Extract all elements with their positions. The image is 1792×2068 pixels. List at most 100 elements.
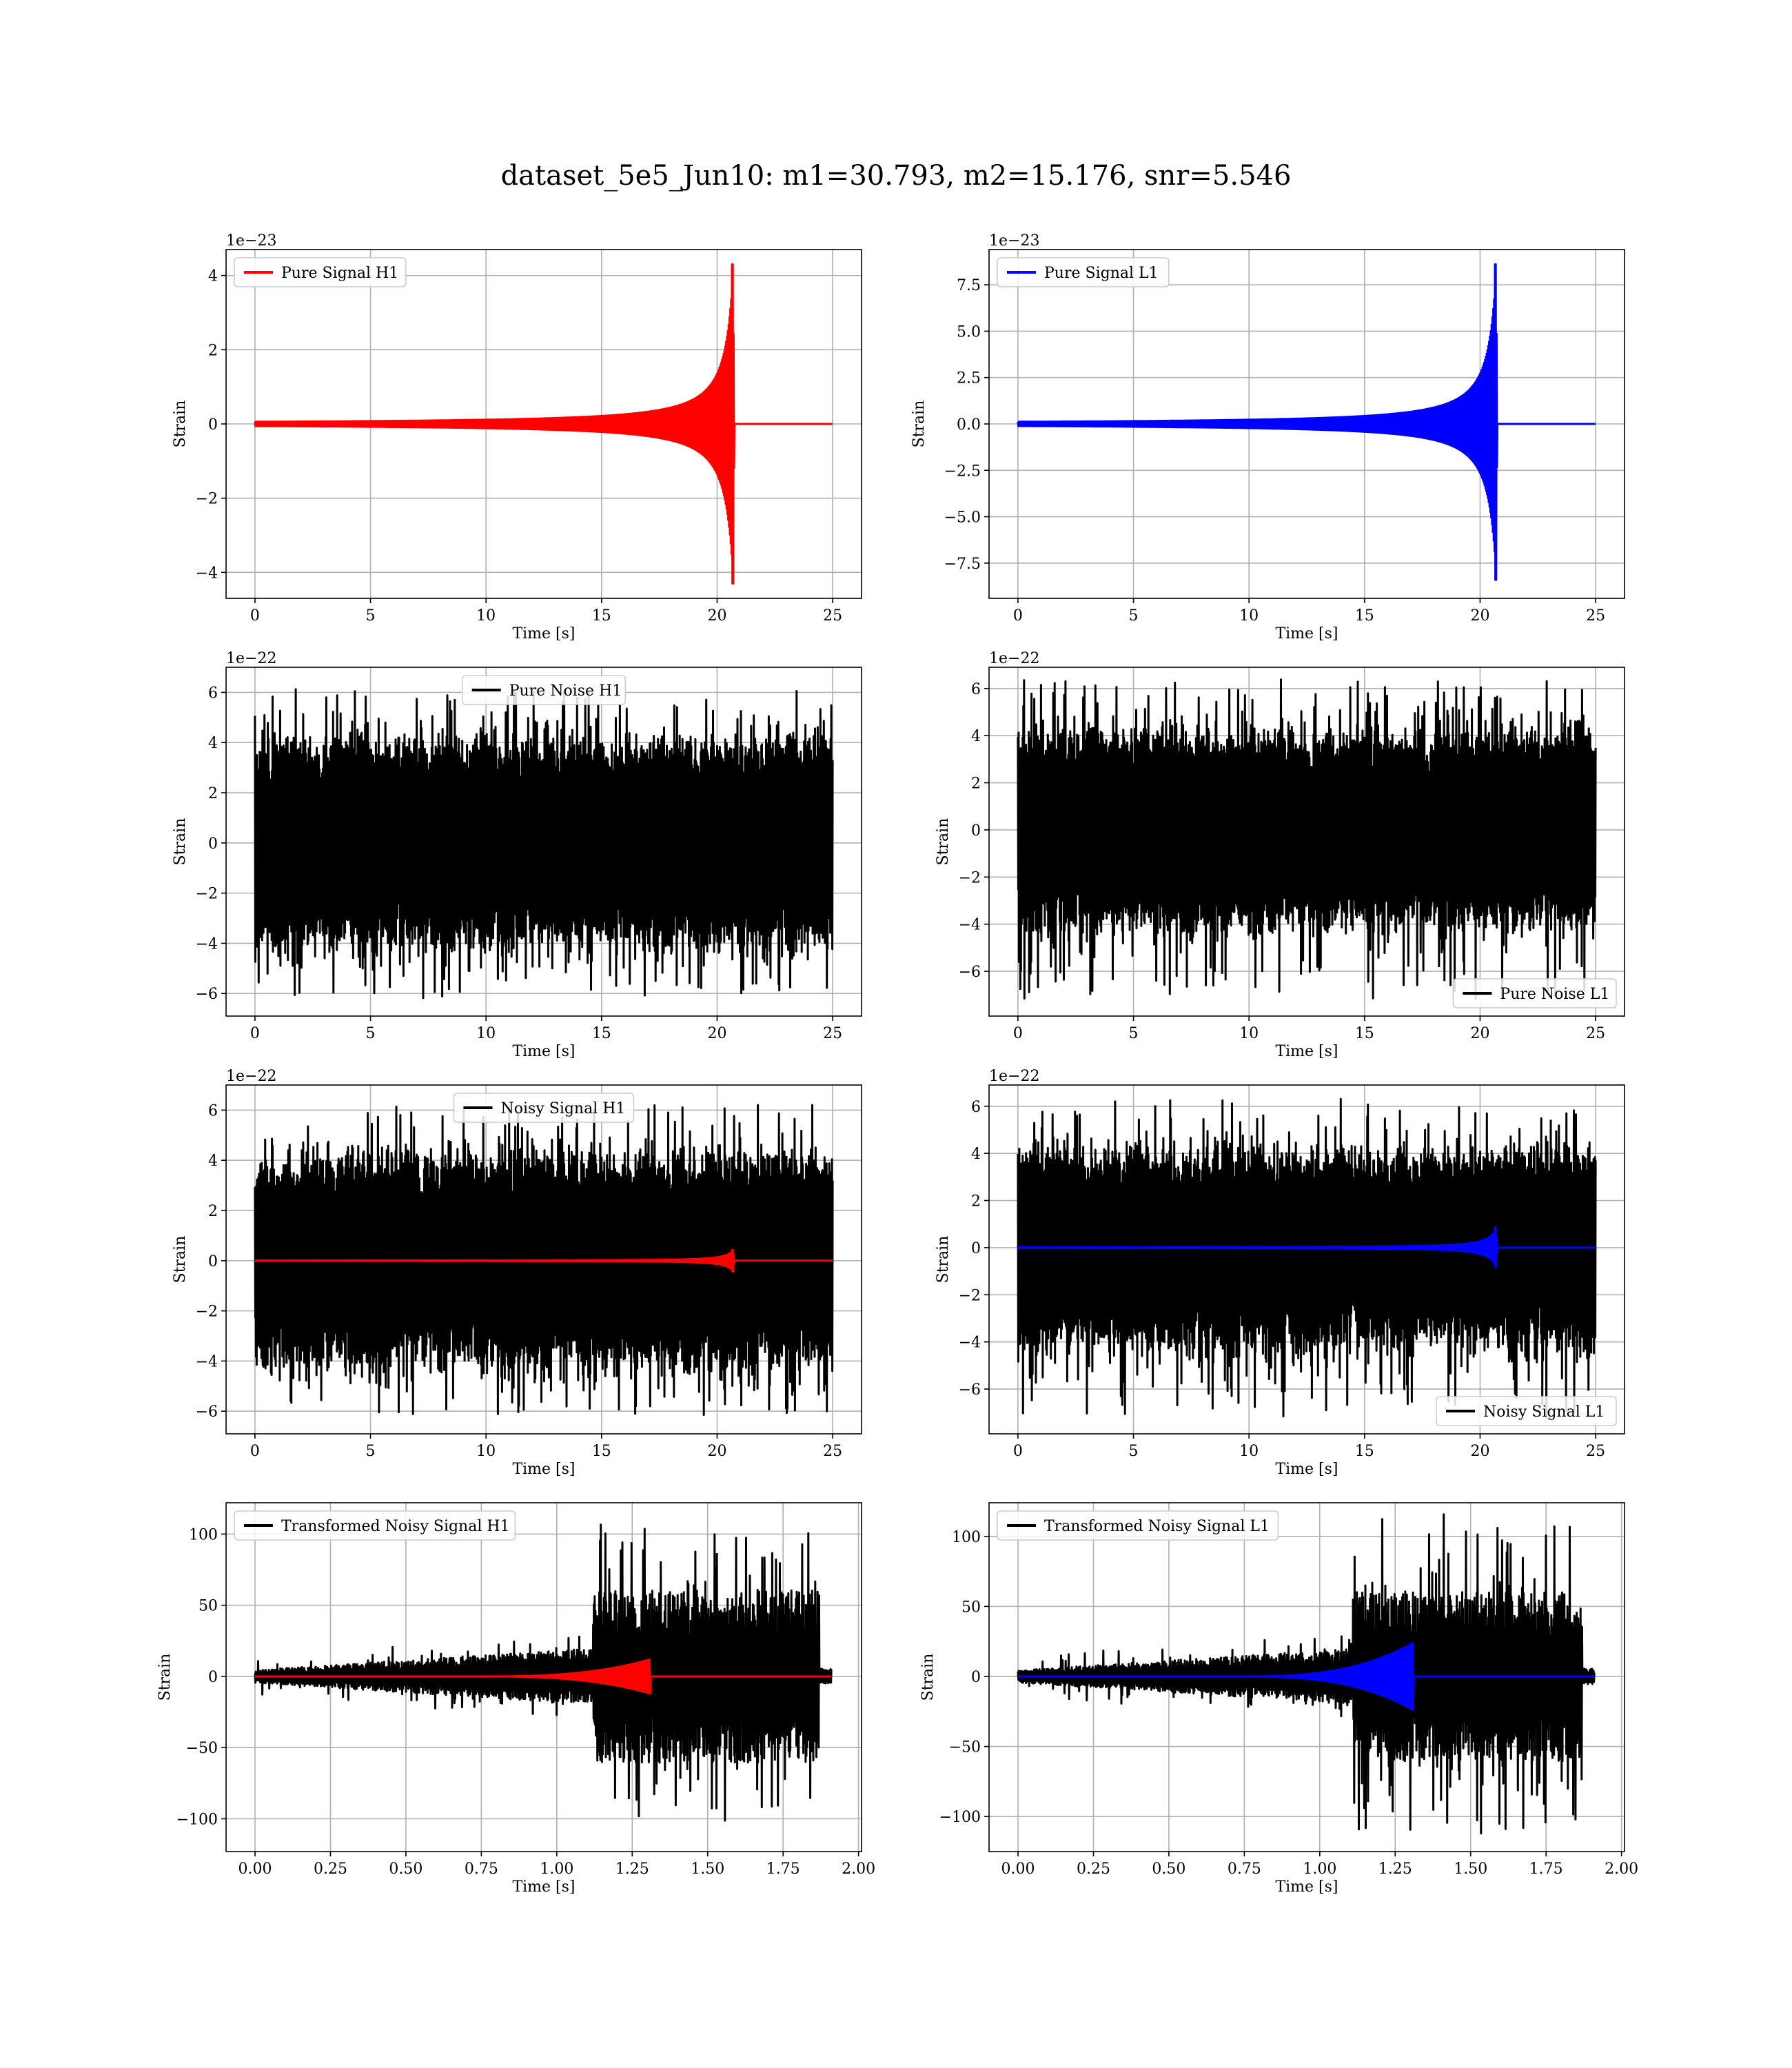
offset-label: 1e−23 xyxy=(226,232,276,250)
legend-label: Transformed Noisy Signal L1 xyxy=(1044,1518,1270,1535)
x-tick-label: 10 xyxy=(476,607,496,625)
x-tick-label: 0 xyxy=(250,1443,260,1460)
legend: Noisy Signal H1 xyxy=(453,1093,635,1123)
series-line-pure-noise-l1 xyxy=(1017,678,1597,1000)
x-axis-label: Time [s] xyxy=(1275,625,1338,642)
tick-labels: 0 5 10 15 20 25 −6 −4 −2 0 2 4 6 xyxy=(959,681,1606,1042)
x-tick-label: 0.00 xyxy=(238,1861,272,1878)
y-axis-label: Strain xyxy=(156,1654,174,1701)
y-tick-label: −6 xyxy=(196,986,218,1003)
plot-area xyxy=(1017,678,1597,1000)
x-tick-label: 0.75 xyxy=(1228,1861,1261,1878)
x-tick-label: 1.25 xyxy=(1378,1861,1412,1878)
y-tick-label: 2 xyxy=(208,342,218,359)
x-tick-label: 10 xyxy=(1239,607,1259,625)
y-tick-label: 2.5 xyxy=(957,370,981,387)
x-axis-label: Time [s] xyxy=(512,625,575,642)
x-tick-label: 0 xyxy=(250,1025,260,1042)
subplot-transformed-noisy-signal-h1: 0.00 0.25 0.50 0.75 1.00 1.25 1.50 1.75 2.00 −100… xyxy=(156,1502,876,1896)
legend-label: Pure Noise L1 xyxy=(1500,986,1609,1003)
x-tick-label: 2.00 xyxy=(1605,1861,1638,1878)
tick-labels: 0 5 10 15 20 25 −7.5 −5.0 −2.5 0.0 2.5 5.0 7.5 xyxy=(944,277,1606,625)
x-axis-label: Time [s] xyxy=(1275,1461,1338,1478)
y-tick-label: −4 xyxy=(196,565,218,582)
legend-box xyxy=(234,257,407,287)
y-tick-label: 0 xyxy=(971,822,981,840)
y-tick-label: −2 xyxy=(196,886,218,903)
offset-label: 1e−22 xyxy=(226,1068,276,1085)
y-axis-label: Strain xyxy=(910,401,928,448)
legend-box xyxy=(461,675,627,705)
tick-labels: 0 5 10 15 20 25 −6 −4 −2 0 2 4 6 xyxy=(196,1102,843,1460)
series-line-tchirp xyxy=(1017,1642,1595,1712)
series-line-transformed-noisy-signal-l1 xyxy=(1017,1513,1596,1835)
y-tick-label: 6 xyxy=(971,1099,981,1116)
offset-label: 1e−22 xyxy=(989,1068,1039,1085)
axes-frame xyxy=(225,1084,862,1435)
x-axis-label: Time [s] xyxy=(512,1878,575,1896)
y-axis-label: Strain xyxy=(935,1236,952,1284)
plot-area xyxy=(254,1523,833,1822)
subplot-pure-signal-h1: 0 5 10 15 20 25 −4 −2 0 2 4 1e−23 Time [s] Strain Pure… xyxy=(172,232,862,642)
y-tick-label: 0 xyxy=(971,1240,981,1257)
legend-box xyxy=(453,1093,635,1123)
x-tick-label: 20 xyxy=(1470,607,1489,625)
figure-title: dataset_5e5_Jun10: m1=30.793, m2=15.176,… xyxy=(501,160,1292,192)
x-tick-label: 10 xyxy=(476,1025,496,1042)
x-tick-label: 0 xyxy=(1013,1025,1023,1042)
x-tick-label: 25 xyxy=(1586,1025,1605,1042)
y-tick-label: 2 xyxy=(971,1193,981,1210)
y-tick-label: −100 xyxy=(176,1811,218,1828)
y-tick-label: 4 xyxy=(208,1153,218,1170)
y-tick-label: 50 xyxy=(198,1598,218,1615)
y-tick-label: −2 xyxy=(196,1304,218,1321)
x-tick-label: 5 xyxy=(366,607,376,625)
y-tick-label: −4 xyxy=(959,1335,981,1352)
y-tick-label: 4 xyxy=(208,268,218,285)
x-tick-label: 1.00 xyxy=(1303,1861,1336,1878)
x-tick-label: 10 xyxy=(1239,1443,1259,1460)
subplot-pure-signal-l1: 0 5 10 15 20 25 −7.5 −5.0 −2.5 0.0 2.5 5.0 7.5 1e−23 T… xyxy=(910,232,1625,642)
tick-labels: 0 5 10 15 20 25 −6 −4 −2 0 2 4 6 xyxy=(196,685,843,1042)
y-axis-label: Strain xyxy=(919,1654,937,1701)
x-tick-label: 15 xyxy=(1355,1443,1374,1460)
x-tick-label: 2.00 xyxy=(842,1861,875,1878)
axes-frame xyxy=(988,1084,1625,1435)
axes-frame xyxy=(225,1502,862,1852)
series-line-noisy-signal-h1 xyxy=(254,1104,834,1416)
plot-area xyxy=(254,688,834,1000)
offset-label: 1e−22 xyxy=(226,650,276,667)
legend: Noisy Signal L1 xyxy=(1436,1396,1617,1426)
y-tick-label: −100 xyxy=(939,1809,981,1826)
series-line-tchirp xyxy=(254,1659,832,1695)
x-tick-label: 5 xyxy=(1129,607,1139,625)
plot-area xyxy=(1017,1097,1597,1419)
y-tick-label: 0 xyxy=(208,1669,218,1686)
x-axis-label: Time [s] xyxy=(1275,1878,1338,1896)
legend: Pure Signal H1 xyxy=(234,257,407,287)
axes-frame xyxy=(988,1502,1625,1852)
y-tick-label: −2.5 xyxy=(944,463,981,480)
y-tick-label: 100 xyxy=(189,1526,218,1543)
x-tick-label: 25 xyxy=(823,607,842,625)
y-tick-label: −6 xyxy=(959,964,981,981)
subplot-noisy-signal-h1: 0 5 10 15 20 25 −6 −4 −2 0 2 4 6 1e−22 Time [s] Strain N… xyxy=(172,1068,862,1478)
legend: Pure Signal L1 xyxy=(997,257,1170,287)
legend: Pure Noise L1 xyxy=(1452,978,1617,1008)
x-tick-label: 0.50 xyxy=(389,1861,422,1878)
plot-area xyxy=(1017,1513,1596,1835)
legend-label: Noisy Signal L1 xyxy=(1483,1403,1605,1421)
tick-labels: 0.00 0.25 0.50 0.75 1.00 1.25 1.50 1.75 2.00 −100… xyxy=(176,1526,876,1878)
plot-area xyxy=(254,1104,834,1416)
x-tick-label: 15 xyxy=(1355,607,1374,625)
series-line-transformed-noisy-signal-h1 xyxy=(254,1523,833,1822)
y-tick-label: 0 xyxy=(208,416,218,434)
y-tick-label: 0 xyxy=(971,1669,981,1686)
y-tick-label: 6 xyxy=(971,681,981,698)
x-tick-label: 0 xyxy=(250,607,260,625)
y-tick-label: −5.0 xyxy=(944,509,981,527)
subplot-transformed-noisy-signal-l1: 0.00 0.25 0.50 0.75 1.00 1.25 1.50 1.75 2.00 −100… xyxy=(919,1502,1638,1896)
axes-frame xyxy=(988,667,1625,1017)
